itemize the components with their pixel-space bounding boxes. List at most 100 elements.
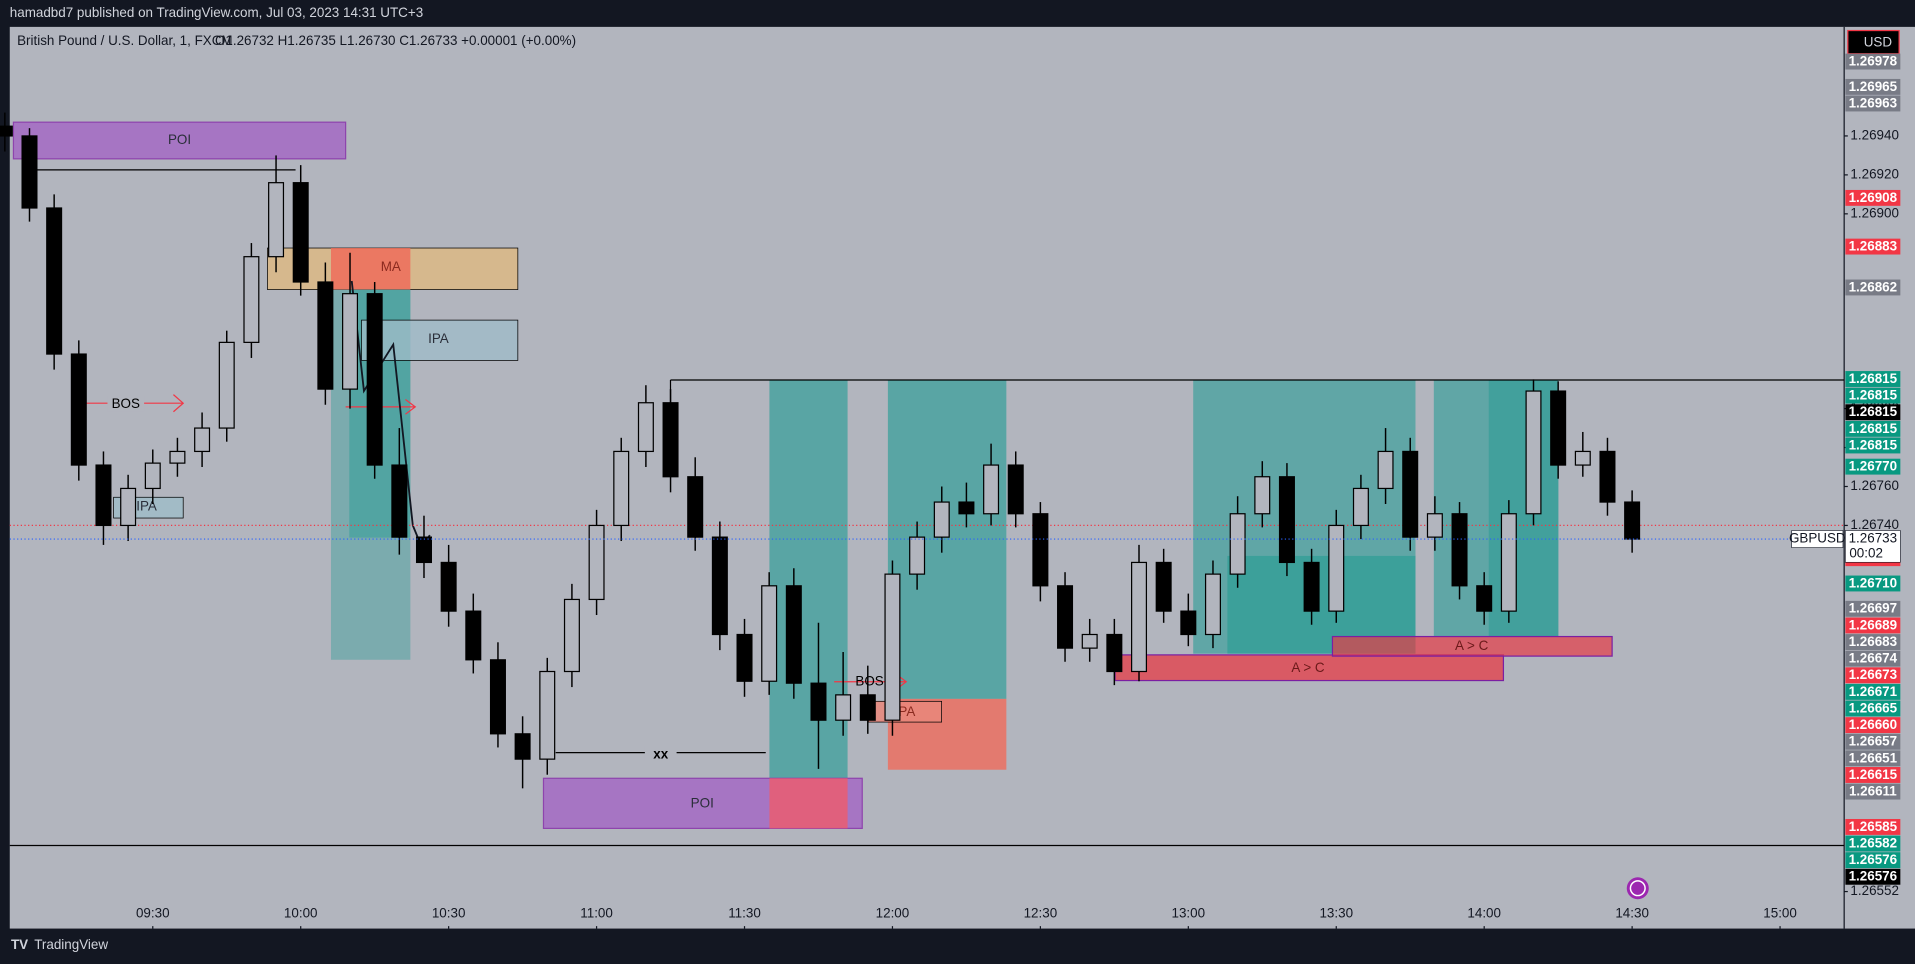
alert-icon-ring xyxy=(1629,880,1646,897)
price-badge-label: 1.26611 xyxy=(1849,784,1897,799)
ac-box xyxy=(1331,635,1613,657)
candle-body xyxy=(317,281,334,390)
publisher: hamadbd7 published on TradingView.com, J… xyxy=(10,5,423,20)
candle-body xyxy=(1180,610,1197,636)
price-badge-label: 1.26815 xyxy=(1849,421,1898,436)
candle-body xyxy=(0,125,13,137)
x-tick-label: 13:00 xyxy=(1172,905,1206,920)
candle-body xyxy=(1451,513,1468,587)
zone xyxy=(1488,379,1559,637)
x-tick-label: 09:30 xyxy=(136,905,170,920)
price-badge xyxy=(1845,238,1901,255)
candle-body xyxy=(1229,513,1246,575)
candle-body xyxy=(415,536,432,564)
candle-body xyxy=(1352,487,1369,527)
x-tick-label: 12:30 xyxy=(1024,905,1058,920)
brand-logo: TV xyxy=(11,937,28,952)
x-tick-label: 11:30 xyxy=(728,905,761,920)
price-badge xyxy=(1845,835,1901,852)
poi-box xyxy=(12,121,347,160)
candle-body xyxy=(1131,561,1148,673)
candle-body xyxy=(391,464,408,538)
candle-body xyxy=(933,501,950,538)
candle-body xyxy=(1599,450,1616,503)
candle-body xyxy=(1402,450,1419,538)
candle-body xyxy=(835,694,852,721)
price-badge xyxy=(1845,667,1901,684)
price-badge xyxy=(1845,189,1901,206)
price-badge-label: 1.26615 xyxy=(1849,767,1898,782)
candle-body xyxy=(514,733,531,760)
brand[interactable]: TradingView xyxy=(34,937,108,952)
candle-body xyxy=(243,256,260,343)
candle-body xyxy=(1204,573,1221,636)
candle-body xyxy=(1426,513,1443,538)
last-price-label: 1.26733 xyxy=(1849,531,1898,546)
price-badge-label: 1.26585 xyxy=(1849,819,1898,834)
candle-body xyxy=(218,341,235,429)
label-bg xyxy=(644,745,677,762)
x-tick-label: 15:00 xyxy=(1763,905,1797,920)
candle-body xyxy=(1377,450,1394,490)
price-badge-label: 1.26770 xyxy=(1849,459,1898,474)
price-badge-label: 1.26697 xyxy=(1849,601,1898,616)
y-tick-label: 1.26920 xyxy=(1850,166,1899,181)
candle-body xyxy=(1081,633,1098,649)
x-tick-label: 13:30 xyxy=(1319,905,1353,920)
price-badge xyxy=(1845,750,1901,767)
candle-body xyxy=(761,585,778,682)
symbol-label: GBPUSD xyxy=(1789,531,1846,546)
candles xyxy=(0,112,1641,789)
candle-body xyxy=(711,536,728,636)
price-badge-label: 1.26582 xyxy=(1849,835,1898,850)
x-tick-label: 10:30 xyxy=(432,905,466,920)
candle-body xyxy=(785,585,802,684)
candle-body xyxy=(1057,585,1074,649)
candle-body xyxy=(95,464,112,527)
price-badge-label: 1.26657 xyxy=(1849,734,1898,749)
arrow-head xyxy=(405,399,417,415)
candle-body xyxy=(958,501,975,515)
price-badge xyxy=(1845,617,1901,634)
price-badge-label: 1.26673 xyxy=(1849,667,1898,682)
currency: USD xyxy=(1864,34,1893,49)
candle-body xyxy=(736,633,753,682)
price-badge xyxy=(1845,404,1901,421)
candle-body xyxy=(1032,513,1049,587)
candle-body xyxy=(292,182,309,283)
candle-body xyxy=(440,561,457,612)
price-badge xyxy=(1845,733,1901,750)
candle-body xyxy=(489,659,506,735)
price-badge xyxy=(1845,387,1901,404)
last-price-badge xyxy=(1845,530,1901,563)
price-badge xyxy=(1845,575,1901,592)
price-badge-label: 1.26710 xyxy=(1849,575,1898,590)
price-badge xyxy=(1845,420,1901,437)
x-tick-label: 12:00 xyxy=(876,905,910,920)
candle-body xyxy=(588,524,605,601)
candle-body xyxy=(21,135,38,209)
x-tick-label: 11:00 xyxy=(580,905,613,920)
y-tick-label: 1.26940 xyxy=(1850,127,1899,142)
price-badge xyxy=(1845,868,1901,885)
x-tick-label: 14:00 xyxy=(1467,905,1501,920)
price-badge-label: 1.26674 xyxy=(1849,651,1898,666)
y-tick-label: 1.26740 xyxy=(1850,517,1899,532)
price-badge-label: 1.26671 xyxy=(1849,684,1898,699)
poi-label: POI xyxy=(691,795,714,810)
price-badge xyxy=(1845,371,1901,387)
price-badge-label: 1.26815 xyxy=(1849,371,1898,386)
price-badge xyxy=(1845,683,1901,700)
price-badge xyxy=(1845,650,1901,667)
price-badge xyxy=(1845,279,1901,296)
price-badge xyxy=(1845,717,1901,734)
candle-body xyxy=(366,293,383,466)
price-badge-label: 1.26978 xyxy=(1849,53,1898,68)
price-badge-label: 1.26683 xyxy=(1849,634,1898,649)
ac-label: A > C xyxy=(1291,660,1325,675)
candle-body xyxy=(1007,464,1024,515)
x-tick-label: 14:30 xyxy=(1615,905,1649,920)
price-badge-label: 1.26576 xyxy=(1849,852,1898,867)
arrow-head xyxy=(173,394,185,413)
ma-label: MA xyxy=(381,259,401,274)
